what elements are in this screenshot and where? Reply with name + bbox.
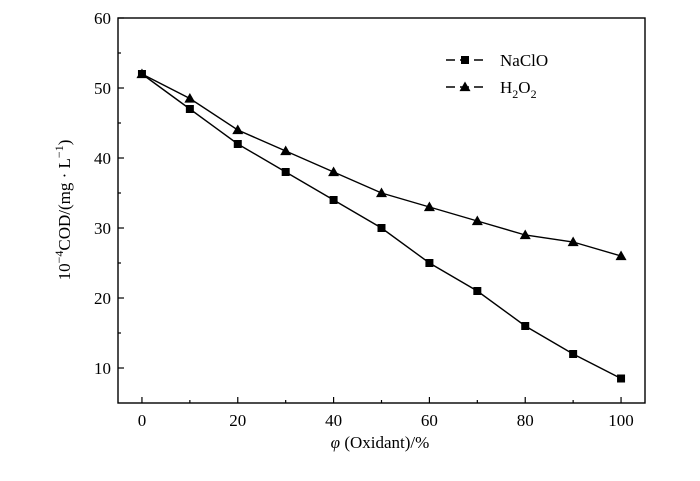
legend-subscript: 2 (531, 87, 537, 101)
y-axis-label: 10−4COD/(mg · L−1) (52, 140, 74, 281)
y-tick-label: 60 (94, 9, 111, 28)
series-layer (136, 68, 627, 383)
legend-label: H2O2 (500, 78, 537, 101)
y-tick-label: 50 (94, 79, 111, 98)
x-axis-symbol: φ (331, 433, 340, 452)
legend-entry: H2O2 (446, 78, 537, 101)
x-tick-label: 60 (421, 411, 438, 430)
data-point (376, 187, 387, 198)
y-tick-label: 20 (94, 289, 111, 308)
data-point (232, 124, 244, 135)
y-tick-label: 40 (94, 149, 111, 168)
data-point (329, 196, 338, 204)
y-axis-prefix: 10 (55, 263, 74, 280)
x-tick-label: 20 (229, 411, 246, 430)
plot-frame (117, 17, 646, 404)
y-axis-unit-exponent: −1 (52, 145, 66, 158)
axes: 0 20 40 60 80 100 10 20 30 40 50 60 (94, 9, 646, 430)
data-point (281, 168, 290, 176)
data-point (425, 259, 434, 267)
y-tick-label: 10 (94, 359, 111, 378)
data-point (136, 68, 148, 79)
legend-text-part: O (518, 78, 530, 97)
data-point (567, 236, 579, 247)
x-axis-text: (Oxidant)/% (340, 433, 429, 452)
y-axis-text: COD/(mg · L (55, 158, 74, 251)
data-point (615, 250, 627, 261)
legend-marker (459, 81, 471, 92)
legend-marker (461, 56, 469, 64)
data-point (617, 374, 626, 383)
data-point (185, 105, 194, 113)
x-tick-label: 80 (517, 411, 534, 430)
data-point (521, 322, 530, 330)
data-point (184, 93, 196, 103)
data-point (280, 145, 292, 156)
x-tick-label: 40 (325, 411, 342, 430)
legend-text-part: H (500, 78, 512, 97)
legend-subscript: 2 (512, 87, 518, 101)
data-point (471, 215, 483, 226)
data-point (569, 350, 578, 358)
x-tick-label: 100 (608, 411, 634, 430)
y-axis-close: ) (55, 140, 74, 146)
data-point (233, 140, 242, 148)
series-1 (137, 70, 626, 383)
data-point (377, 224, 386, 232)
data-point (423, 201, 435, 212)
series-2 (136, 68, 627, 261)
data-point (328, 166, 340, 177)
y-axis-exponent: −4 (52, 251, 66, 264)
data-point (519, 229, 531, 240)
x-tick-label: 0 (138, 411, 147, 430)
legend-entry: NaClO (446, 51, 548, 70)
data-point (473, 287, 482, 295)
y-tick-label: 30 (94, 219, 111, 238)
legend-label: NaClO (500, 51, 548, 70)
x-axis-label: φ (Oxidant)/% (331, 433, 430, 452)
